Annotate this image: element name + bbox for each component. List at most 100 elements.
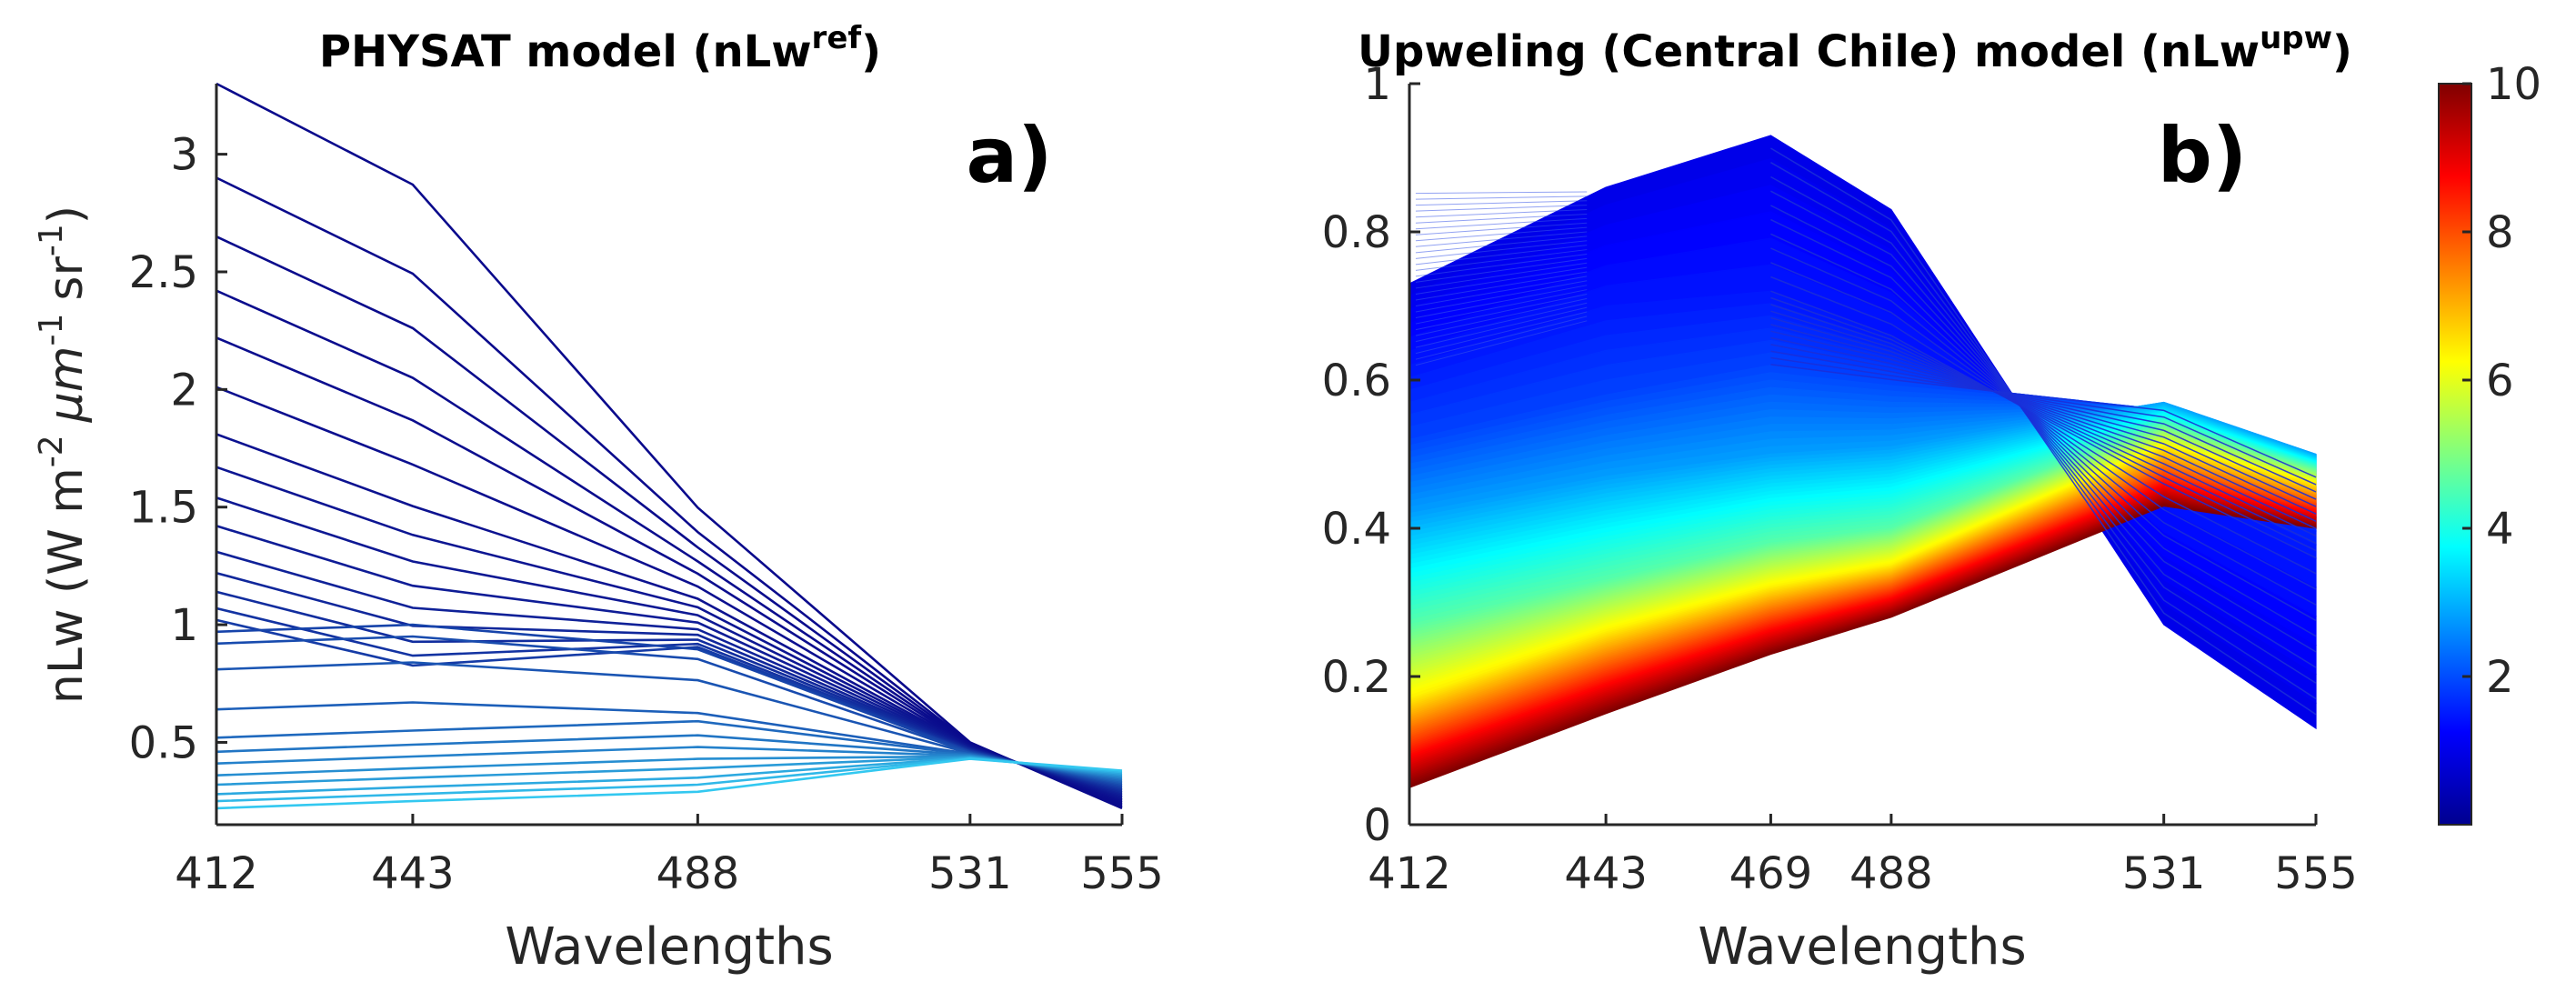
chart-b-x-tick-label: 412 <box>1368 848 1451 899</box>
chart-b-hatch-line <box>1770 356 2317 486</box>
colorbar-tick-label: 4 <box>2486 504 2514 555</box>
colorbar-tick-label: 2 <box>2486 652 2514 703</box>
chart-b-hatch-line <box>1415 213 1588 224</box>
chart-b-y-tick-label: 1 <box>1363 59 1391 110</box>
chart-b-hatch-line <box>1415 293 1588 331</box>
chart-b-x-tick-label: 488 <box>1849 848 1933 899</box>
chart-b-hatch-line <box>1415 217 1588 230</box>
chart-b-hatch-line <box>1770 262 2317 590</box>
chart-b-panel-label: b) <box>2158 111 2248 200</box>
chart-b-hatch-line <box>1770 330 2317 515</box>
chart-b-hatch-line <box>1415 235 1588 254</box>
chart-b-y-ticks: 0 0.2 0.4 0.6 0.8 1 <box>1322 59 1420 851</box>
chart-b-hatch-line <box>1770 290 2317 559</box>
chart-b-hatch-line <box>1415 209 1588 218</box>
chart-a-series-line-24 <box>216 756 1123 796</box>
chart-a-title: PHYSAT model (nLwref) <box>319 20 881 77</box>
chart-b-hatch-line <box>1770 233 2317 622</box>
chart-b-hatch-line <box>1415 249 1588 271</box>
chart-b-y-tick-label: 0 <box>1363 800 1391 851</box>
panel-a: PHYSAT model (nLwref) 0.5 1 1.5 2 2.5 3 412 44… <box>33 20 1164 977</box>
chart-b-hatch-line <box>1415 311 1588 355</box>
chart-b-hatch-line <box>1415 271 1588 301</box>
chart-a-y-ticks: 0.5 1 1.5 2 2.5 3 <box>129 130 227 768</box>
chart-b-hatch-line <box>1770 247 2317 606</box>
chart-b-hatch-line <box>1415 195 1588 200</box>
chart-a-series-line-16 <box>216 635 1123 787</box>
chart-a-x-tick-label: 488 <box>657 848 740 899</box>
chart-a-x-tick-label: 531 <box>928 848 1012 899</box>
chart-b-hatch-line <box>1415 297 1588 336</box>
chart-a-series-line-5 <box>216 386 1123 803</box>
chart-b-x-tick-label: 531 <box>2122 848 2206 899</box>
chart-b-hatch-line <box>1415 200 1588 206</box>
chart-b-hatch-line <box>1770 276 2317 575</box>
colorbar-ticks: 2 4 6 8 10 <box>2462 59 2541 703</box>
chart-a-x-tick-label: 443 <box>371 848 455 899</box>
chart-a-x-ticks: 412 443 488 531 555 <box>175 814 1164 899</box>
chart-a-lines <box>216 82 1123 810</box>
chart-b-title: Upweling (Central Chile) model (nLwupw) <box>1358 20 2352 77</box>
chart-a-series-line-26 <box>216 757 1123 810</box>
chart-b-x-ticks: 412 443 469 488 531 555 <box>1368 814 2358 899</box>
chart-a-y-tick-label: 0.5 <box>129 717 198 768</box>
chart-b-x-tick-label: 555 <box>2274 848 2358 899</box>
chart-a-y-tick-label: 1 <box>170 600 198 651</box>
chart-a-x-label: Wavelengths <box>505 917 833 977</box>
chart-b-hatch-line <box>1770 336 2317 507</box>
chart-b-hatch-line <box>1415 253 1588 277</box>
chart-a-y-tick-label: 3 <box>170 130 198 181</box>
chart-b-hatch-line <box>1415 257 1588 283</box>
chart-b-hatch-line <box>1415 306 1588 348</box>
chart-b-hatch-line <box>1770 175 2317 684</box>
chart-b-hatch-line <box>1770 324 2317 522</box>
chart-b-hatch-line <box>1415 245 1588 266</box>
chart-b-y-tick-label: 0.4 <box>1322 504 1391 555</box>
chart-b-x-tick-label: 443 <box>1564 848 1648 899</box>
colorbar <box>2438 83 2472 826</box>
chart-b-hatch-line <box>1770 364 2317 478</box>
chart-b-hatch-line <box>1415 316 1588 360</box>
colorbar-tick-label: 10 <box>2486 59 2541 110</box>
chart-b-hatch-line <box>1770 147 2317 716</box>
chart-a-y-tick-label: 1.5 <box>129 483 198 534</box>
colorbar-tick-label: 8 <box>2486 207 2514 258</box>
chart-b-hatch-line <box>1415 276 1588 306</box>
chart-a-x-tick-label: 555 <box>1080 848 1164 899</box>
chart-b-area-bands <box>1408 135 2317 789</box>
chart-b-hatch-line <box>1415 205 1588 212</box>
chart-b-hatch-line <box>1415 222 1588 235</box>
chart-b-hatch-line <box>1415 266 1588 295</box>
chart-b-hatch-line <box>1770 304 2317 545</box>
chart-b-hatch-line <box>1415 320 1588 366</box>
chart-a-panel-label: a) <box>966 111 1052 200</box>
chart-b-hatch-line <box>1770 350 2317 493</box>
chart-a-series-line-13 <box>216 606 1123 791</box>
chart-b-hatch-line <box>1770 316 2317 529</box>
chart-a-y-tick-label: 2 <box>170 365 198 416</box>
chart-b-y-tick-label: 0.8 <box>1322 207 1391 258</box>
chart-b-hatch-line <box>1770 190 2317 668</box>
chart-a-y-label: nLw (W m-2μm-1sr-1) <box>33 205 94 704</box>
chart-b-hatch-line <box>1415 302 1588 343</box>
chart-b-x-label: Wavelengths <box>1698 917 2026 977</box>
chart-b-hatching <box>1415 147 2317 716</box>
chart-b-y-tick-label: 0.6 <box>1322 356 1391 406</box>
colorbar-tick-label: 6 <box>2486 356 2514 406</box>
chart-a-series-line-6 <box>216 433 1123 801</box>
chart-b-hatch-line <box>1415 240 1588 259</box>
chart-b-hatch-line <box>1415 289 1588 325</box>
chart-b-hatch-line <box>1770 205 2317 653</box>
chart-b-hatch-line <box>1415 226 1588 242</box>
panel-b: Upweling (Central Chile) model (nLwupw) … <box>1322 20 2541 977</box>
chart-b-hatch-line <box>1770 310 2317 537</box>
chart-b-hatch-line <box>1415 262 1588 289</box>
chart-b-hatch-line <box>1770 344 2317 500</box>
chart-b-hatch-line <box>1770 296 2317 552</box>
chart-a-series-line-2 <box>216 235 1123 807</box>
chart-b-hatch-line <box>1770 218 2317 637</box>
chart-b-hatch-line <box>1415 285 1588 319</box>
chart-b-y-tick-label: 0.2 <box>1322 652 1391 703</box>
chart-a-y-tick-label: 2.5 <box>129 247 198 298</box>
